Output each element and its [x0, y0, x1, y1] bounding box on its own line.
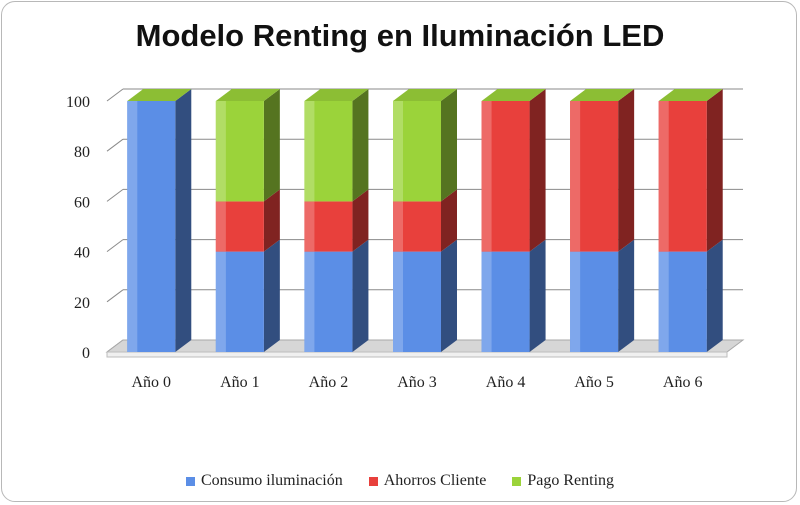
bar-consumo-iluminación-side	[706, 239, 723, 352]
bar-consumo-iluminación-highlight	[304, 251, 315, 352]
bar-ahorros-cliente-highlight	[481, 101, 492, 252]
bar-consumo-iluminación-side	[263, 239, 280, 352]
bar-consumo-iluminación-side	[352, 239, 369, 352]
gridline-side	[106, 88, 124, 102]
bar-top	[304, 89, 369, 101]
bar-ahorros-cliente-side	[618, 89, 635, 252]
legend-item: Ahorros Cliente	[368, 472, 487, 490]
bar-top	[215, 89, 280, 101]
bar-ahorros-cliente-highlight	[658, 101, 669, 252]
bar-top	[481, 89, 546, 101]
x-tick-label: Año 4	[486, 374, 526, 391]
bar-consumo-iluminación-highlight	[570, 251, 581, 352]
chart-title: Modelo Renting en Iluminación LED	[135, 18, 665, 53]
legend-label: Ahorros Cliente	[383, 472, 487, 489]
bar-top	[570, 89, 635, 101]
bar-ahorros-cliente-side	[529, 89, 546, 252]
y-tick-label: 40	[74, 245, 90, 262]
bar-pago-renting-side	[263, 89, 280, 202]
bar-ahorros-cliente-highlight	[215, 201, 226, 252]
bar-consumo-iluminación-highlight	[481, 251, 492, 352]
x-tick-label: Año 1	[220, 374, 260, 391]
gridline-side	[106, 239, 124, 253]
x-tick-label: Año 6	[663, 374, 703, 391]
x-tick-label: Año 0	[132, 374, 172, 391]
bar-consumo-iluminación-highlight	[215, 251, 226, 352]
bar-consumo-iluminación-side	[618, 239, 635, 352]
bar-consumo-iluminación-highlight	[127, 101, 138, 352]
legend-item: Pago Renting	[512, 472, 614, 490]
y-tick-label: 20	[74, 295, 90, 312]
x-tick-label: Año 5	[574, 374, 614, 391]
bar-consumo-iluminación-side	[529, 239, 546, 352]
chart-floor-edge	[106, 351, 728, 358]
y-tick-label: 60	[74, 194, 90, 211]
bar-pago-renting-side	[352, 89, 369, 202]
bar-pago-renting-highlight	[393, 101, 403, 202]
gridline-side	[106, 138, 124, 152]
bar-top	[393, 89, 457, 101]
chart-legend: Consumo iluminación Ahorros Cliente Pago R…	[0, 472, 800, 490]
legend-item: Consumo iluminación	[185, 472, 343, 490]
bar-pago-renting-highlight	[215, 101, 226, 202]
legend-swatch	[368, 476, 378, 486]
bar-top	[658, 89, 723, 101]
gridline-side	[106, 289, 124, 303]
x-tick-label: Año 3	[397, 374, 437, 391]
bar-consumo-iluminación-side	[441, 239, 457, 352]
bar-consumo-iluminación-side	[175, 89, 192, 352]
legend-label: Consumo iluminación	[200, 472, 343, 489]
bar-ahorros-cliente-side	[441, 189, 457, 252]
y-tick-label: 80	[74, 144, 90, 161]
legend-swatch	[512, 476, 522, 486]
bar-top	[127, 89, 192, 101]
y-tick-label: 100	[66, 94, 90, 111]
gridline-side	[106, 188, 124, 202]
legend-label: Pago Renting	[527, 472, 615, 489]
bar-consumo-iluminación-highlight	[393, 251, 403, 352]
bar-ahorros-cliente-side	[263, 189, 280, 252]
x-tick-label: Año 2	[309, 374, 349, 391]
bar-consumo-iluminación-highlight	[658, 251, 669, 352]
y-tick-label: 0	[82, 345, 90, 362]
bar-ahorros-cliente-highlight	[393, 201, 403, 252]
bar-pago-renting-highlight	[304, 101, 315, 202]
bar-ahorros-cliente-side	[706, 89, 723, 252]
bar-pago-renting-side	[441, 89, 457, 202]
bar-ahorros-cliente-highlight	[304, 201, 315, 252]
legend-swatch	[185, 476, 195, 486]
bar-ahorros-cliente-side	[352, 189, 369, 252]
bar-ahorros-cliente-highlight	[570, 101, 581, 252]
